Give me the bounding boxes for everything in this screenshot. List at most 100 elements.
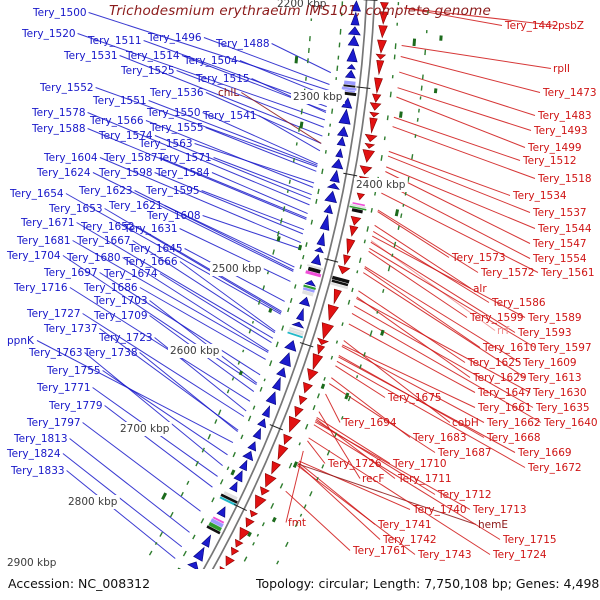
gene-arrow[interactable] [257, 418, 267, 429]
feature-bar[interactable] [289, 326, 305, 333]
gene-arrow[interactable] [319, 214, 330, 231]
gene-label[interactable]: Tery_1672 [527, 462, 582, 474]
gene-label[interactable]: Tery_1640 [543, 417, 598, 429]
gene-arrow[interactable] [347, 26, 361, 36]
feature-bar[interactable] [206, 525, 221, 535]
feature-bar[interactable] [352, 202, 366, 207]
gene-label[interactable]: Tery_1550 [146, 107, 201, 119]
gene-arrow[interactable] [343, 254, 351, 266]
gene-arrow[interactable] [310, 253, 322, 266]
gene-label[interactable]: Tery_1442 [504, 20, 559, 32]
gene-arrow[interactable] [350, 215, 362, 226]
feature-bar[interactable] [331, 279, 349, 287]
gene-label[interactable]: Tery_1541 [202, 110, 257, 122]
gene-label[interactable]: Tery_1653 [48, 203, 103, 215]
gene-arrow[interactable] [229, 481, 238, 493]
gene-label[interactable]: Tery_1723 [98, 332, 153, 344]
gene-label[interactable]: psbZ [558, 20, 584, 32]
gene-arrow[interactable] [230, 546, 240, 556]
gene-label[interactable]: Tery_1724 [492, 549, 547, 561]
gene-arrow[interactable] [296, 307, 304, 322]
gene-arrow[interactable] [346, 64, 356, 70]
feature-bar[interactable] [343, 80, 356, 86]
gene-label[interactable]: Tery_1709 [93, 310, 148, 322]
gene-arrow[interactable] [378, 25, 388, 39]
gene-arrow[interactable] [379, 11, 389, 25]
feature-bar[interactable] [220, 493, 238, 504]
gene-label[interactable]: Tery_1537 [532, 207, 587, 219]
gene-arrow[interactable] [324, 190, 337, 204]
feature-bar[interactable] [351, 208, 363, 214]
gene-label[interactable]: Tery_1488 [215, 38, 270, 50]
gene-label[interactable]: Tery_1625 [467, 357, 522, 369]
feature-bar[interactable] [288, 328, 304, 336]
gene-arrow[interactable] [369, 111, 380, 118]
gene-label[interactable]: Tery_1599 [469, 312, 524, 324]
gene-arrow[interactable] [259, 486, 270, 496]
gene-arrow[interactable] [327, 304, 339, 322]
gene-arrow[interactable] [201, 534, 212, 548]
gene-label[interactable]: fmt [288, 517, 306, 529]
gene-arrow[interactable] [193, 546, 205, 562]
gene-arrow[interactable] [341, 97, 353, 109]
gene-arrow[interactable] [276, 367, 286, 378]
feature-bar[interactable] [210, 518, 224, 528]
gene-arrow[interactable] [337, 265, 351, 275]
gene-label[interactable]: Tery_1654 [9, 188, 64, 200]
gene-arrow[interactable] [304, 280, 316, 287]
gene-label[interactable]: Tery_1813 [13, 433, 68, 445]
gene-arrow[interactable] [233, 470, 243, 483]
feature-bar[interactable] [330, 282, 349, 290]
gene-arrow[interactable] [235, 538, 244, 548]
gene-label[interactable]: Tery_1703 [93, 295, 148, 307]
feature-bar[interactable] [212, 516, 225, 524]
gene-label[interactable]: Tery_1727 [26, 308, 81, 320]
gene-arrow[interactable] [346, 47, 358, 63]
gene-arrow[interactable] [294, 405, 304, 418]
gene-label[interactable]: Tery_1743 [417, 549, 472, 561]
gene-label[interactable]: Tery_1589 [527, 312, 582, 324]
gene-label[interactable]: Tery_1597 [537, 342, 592, 354]
gene-label[interactable]: Tery_1555 [149, 122, 204, 134]
gene-label[interactable]: Tery_1824 [6, 448, 61, 460]
gene-label[interactable]: Tery_1669 [517, 447, 572, 459]
gene-arrow[interactable] [255, 494, 267, 510]
gene-label[interactable]: Tery_1755 [46, 365, 101, 377]
gene-arrow[interactable] [225, 555, 235, 567]
gene-arrow[interactable] [245, 517, 255, 528]
gene-label[interactable]: Tery_1587 [103, 152, 158, 164]
gene-arrow[interactable] [249, 509, 259, 518]
gene-arrow[interactable] [284, 340, 297, 352]
gene-label[interactable]: Tery_1716 [13, 282, 68, 294]
gene-label[interactable]: Tery_1563 [138, 138, 193, 150]
gene-arrow[interactable] [271, 376, 281, 391]
gene-label[interactable]: Tery_1574 [98, 130, 153, 142]
gene-arrow[interactable] [265, 391, 277, 406]
gene-label[interactable]: Tery_1741 [377, 519, 432, 531]
gene-label[interactable]: Tery_1493 [533, 125, 588, 137]
gene-arrow[interactable] [376, 59, 385, 76]
feature-bar[interactable] [219, 496, 237, 507]
gene-arrow[interactable] [264, 473, 277, 488]
gene-arrow[interactable] [298, 395, 308, 405]
gene-label[interactable]: Tery_1566 [89, 115, 144, 127]
gene-arrow[interactable] [350, 11, 360, 26]
gene-arrow[interactable] [271, 460, 281, 475]
gene-label[interactable]: Tery_1668 [486, 432, 541, 444]
gene-arrow[interactable] [333, 288, 342, 305]
gene-label[interactable]: Tery_1647 [477, 387, 532, 399]
gene-label[interactable]: Tery_1531 [63, 50, 118, 62]
gene-label[interactable]: Tery_1742 [382, 534, 437, 546]
gene-label[interactable]: Tery_1584 [155, 167, 210, 179]
gene-label[interactable]: rrf [497, 325, 509, 337]
gene-label[interactable]: Tery_1604 [43, 152, 98, 164]
gene-label[interactable]: Tery_1697 [43, 267, 98, 279]
gene-arrow[interactable] [369, 102, 382, 111]
gene-label[interactable]: Tery_1536 [149, 87, 204, 99]
gene-label[interactable]: Tery_1763 [28, 347, 83, 359]
gene-label[interactable]: Tery_1504 [183, 55, 238, 67]
feature-bar[interactable] [341, 86, 357, 91]
gene-arrow[interactable] [314, 246, 324, 254]
gene-label[interactable]: Tery_1631 [123, 223, 178, 235]
gene-arrow[interactable] [364, 142, 376, 149]
